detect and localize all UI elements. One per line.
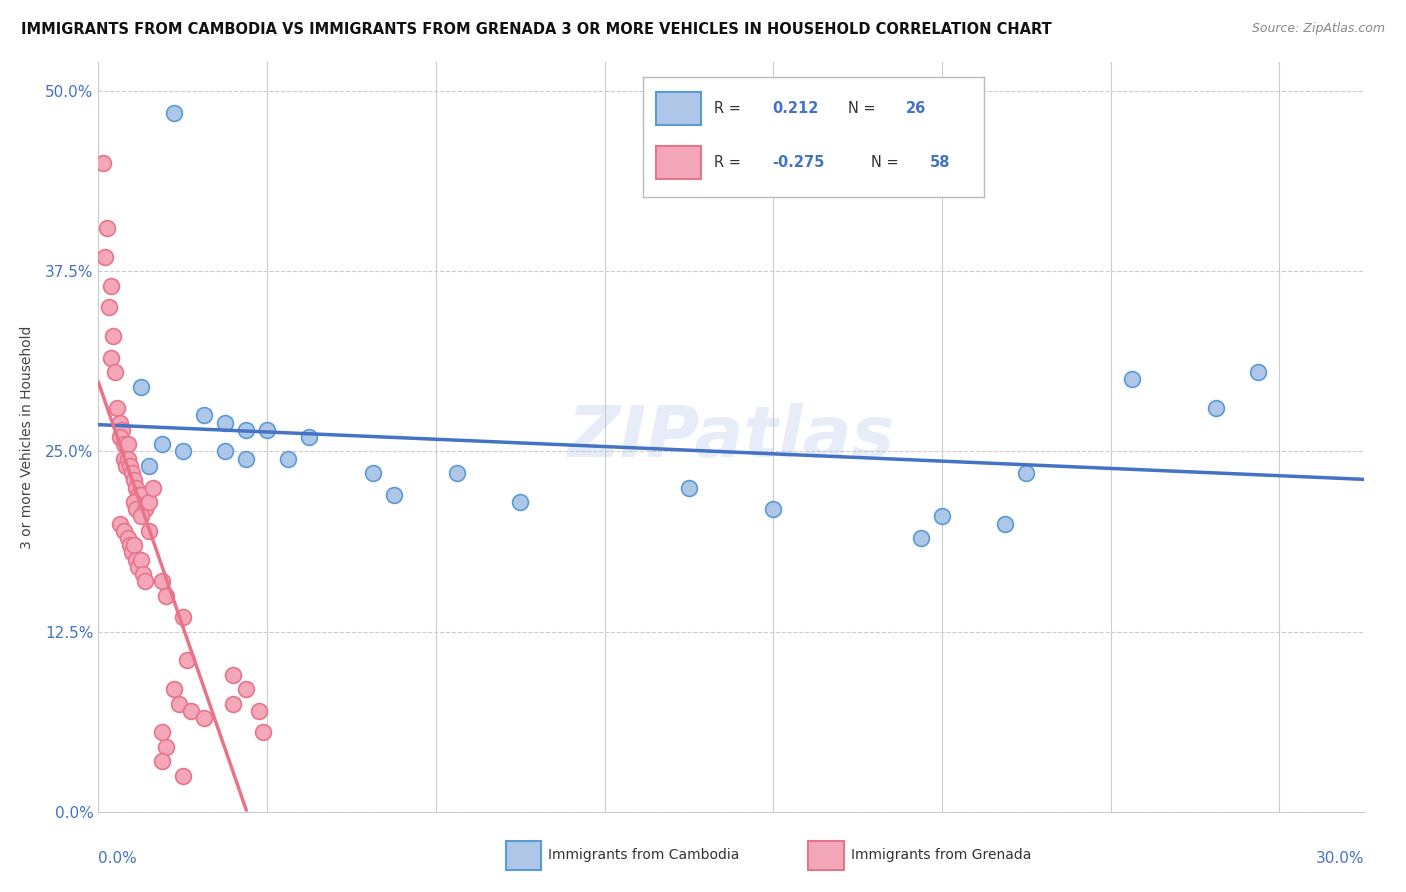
Point [235,423,257,437]
Point [277,451,299,466]
Text: 0.0%: 0.0% [98,851,138,865]
Point [1015,466,1038,480]
Point [222,697,245,711]
Point [180,704,202,718]
Point [155,589,177,603]
Point [128,559,150,574]
Point [247,704,270,718]
Point [134,502,156,516]
Point [256,423,278,437]
Point [108,416,131,430]
Point [678,481,700,495]
Point [100,351,122,365]
Point [298,430,321,444]
Point [172,610,194,624]
Point [1121,372,1143,386]
Point [98,301,121,315]
Point [138,495,160,509]
Point [129,379,152,393]
Point [214,444,236,458]
Point [103,329,124,343]
Point [91,156,114,170]
Point [214,416,236,430]
Point [172,769,194,783]
Point [172,444,194,458]
Point [107,401,129,416]
Point [252,725,274,739]
Point [163,106,186,120]
Point [910,531,932,545]
Point [129,552,152,566]
Point [762,502,785,516]
Point [120,458,141,473]
Point [167,697,190,711]
Point [124,495,146,509]
Point [155,739,177,754]
Point [125,502,148,516]
Text: Immigrants from Grenada: Immigrants from Grenada [851,848,1031,863]
Point [163,682,186,697]
Point [129,488,152,502]
Point [112,451,135,466]
Point [1247,365,1270,379]
Point [117,437,139,451]
Text: IMMIGRANTS FROM CAMBODIA VS IMMIGRANTS FROM GRENADA 3 OR MORE VEHICLES IN HOUSEH: IMMIGRANTS FROM CAMBODIA VS IMMIGRANTS F… [21,22,1052,37]
Point [129,509,152,524]
Point [235,682,257,697]
Point [142,481,165,495]
Point [121,466,143,480]
Point [115,458,138,473]
Point [108,430,131,444]
Point [150,574,173,589]
Point [222,668,245,682]
Point [100,278,122,293]
Point [132,566,155,581]
Point [124,473,146,487]
Text: Immigrants from Cambodia: Immigrants from Cambodia [548,848,740,863]
Y-axis label: 3 or more Vehicles in Household: 3 or more Vehicles in Household [20,326,34,549]
Point [125,481,148,495]
Point [176,653,198,667]
Point [112,524,135,538]
Point [361,466,384,480]
Point [112,437,135,451]
Point [193,711,215,725]
Point [150,725,173,739]
Point [931,509,953,524]
Point [96,221,118,235]
Point [1205,401,1227,416]
Point [509,495,531,509]
Text: 30.0%: 30.0% [1316,851,1364,865]
Point [134,574,156,589]
Point [111,423,132,437]
Point [138,524,160,538]
Point [104,365,127,379]
Point [138,458,160,473]
Point [994,516,1017,531]
Point [150,437,173,451]
Point [382,488,405,502]
Point [128,488,150,502]
Point [121,545,143,559]
Point [117,451,139,466]
Point [235,451,257,466]
Point [446,466,468,480]
Point [150,754,173,768]
Point [125,552,148,566]
Point [93,250,117,264]
Point [124,538,146,552]
Point [117,531,139,545]
Text: ZIPatlas: ZIPatlas [568,402,894,472]
Point [120,538,141,552]
Point [193,409,215,423]
Text: Source: ZipAtlas.com: Source: ZipAtlas.com [1251,22,1385,36]
Point [108,516,131,531]
